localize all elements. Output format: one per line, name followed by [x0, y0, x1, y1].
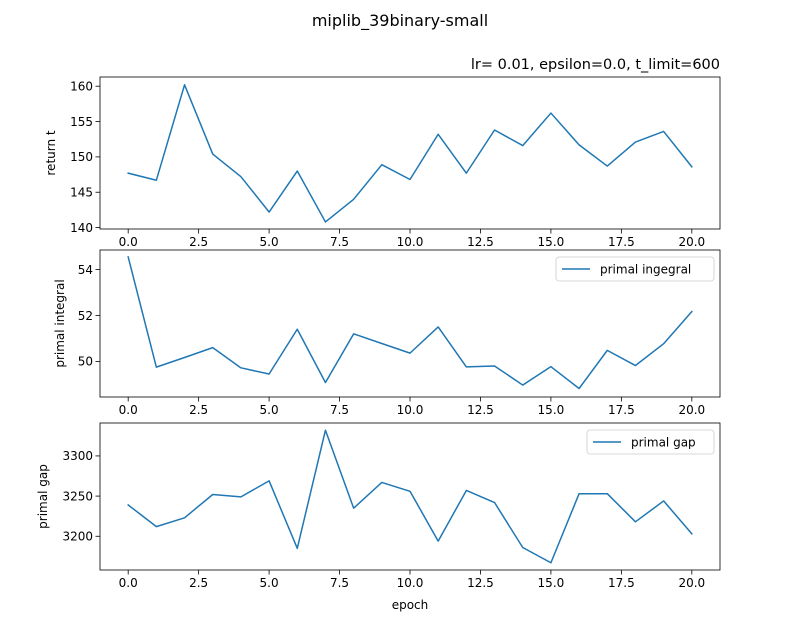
x-tick-label: 7.5 — [330, 235, 349, 249]
x-tick-label: 5.0 — [260, 576, 279, 590]
y-tick-label: 3300 — [62, 449, 93, 463]
x-tick-label: 17.5 — [608, 403, 635, 417]
y-tick-label: 160 — [70, 79, 93, 93]
y-tick-label: 54 — [78, 263, 93, 277]
x-axis-label: epoch — [392, 598, 429, 612]
x-tick-label: 17.5 — [608, 576, 635, 590]
y-tick-label: 145 — [70, 186, 93, 200]
legend-box — [555, 256, 715, 282]
y-tick-label: 140 — [70, 221, 93, 235]
legend-label: primal ingegral — [600, 263, 691, 277]
x-tick-label: 2.5 — [189, 403, 208, 417]
y-axis-label: primal gap — [36, 464, 50, 529]
x-tick-label: 15.0 — [538, 235, 565, 249]
y-tick-label: 52 — [78, 309, 93, 323]
series-line-series-0 — [127, 84, 693, 223]
legend-box — [586, 429, 715, 455]
x-tick-label: 2.5 — [189, 235, 208, 249]
x-tick-label: 0.0 — [119, 576, 138, 590]
x-tick-label: 5.0 — [260, 235, 279, 249]
subplot-primal-integral: 0.0 2.5 5.0 7.5 10.0 12.5 15.0 17.5 20.0 50 52 54 pr… — [53, 249, 721, 417]
x-tick-label: 17.5 — [608, 235, 635, 249]
y-tick-label: 3250 — [62, 489, 93, 503]
x-tick-label: 0.0 — [119, 235, 138, 249]
x-tick-label: 20.0 — [678, 235, 705, 249]
y-tick-label: 155 — [70, 115, 93, 129]
y-axis-label: primal integral — [53, 279, 67, 367]
x-tick-label: 10.0 — [397, 403, 424, 417]
axes-title: lr= 0.01, epsilon=0.0, t_limit=600 — [471, 57, 720, 73]
subplot-primal-gap: 0.0 2.5 5.0 7.5 10.0 12.5 15.0 17.5 20.0 3200 3250… — [36, 422, 721, 612]
x-tick-label: 12.5 — [467, 403, 494, 417]
figure-suptitle: miplib_39binary-small — [312, 11, 488, 31]
legend-label: primal gap — [631, 436, 696, 450]
x-tick-label: 0.0 — [119, 403, 138, 417]
x-tick-label: 2.5 — [189, 576, 208, 590]
x-tick-label: 10.0 — [397, 576, 424, 590]
y-tick-label: 3200 — [62, 530, 93, 544]
x-tick-label: 20.0 — [678, 403, 705, 417]
y-tick-label: 150 — [70, 150, 93, 164]
y-tick-label: 50 — [78, 355, 93, 369]
x-tick-label: 12.5 — [467, 235, 494, 249]
x-tick-label: 5.0 — [260, 403, 279, 417]
x-tick-label: 20.0 — [678, 576, 705, 590]
series-line-primal-ingegral — [127, 255, 693, 390]
x-tick-label: 10.0 — [397, 235, 424, 249]
subplot-return-t: 0.0 2.5 5.0 7.5 10.0 12.5 15.0 17.5 20.0 140 145 15… — [44, 57, 721, 249]
x-tick-label: 15.0 — [538, 576, 565, 590]
x-tick-label: 7.5 — [330, 576, 349, 590]
x-tick-label: 12.5 — [467, 576, 494, 590]
series-line-primal-gap — [127, 429, 693, 564]
x-tick-label: 7.5 — [330, 403, 349, 417]
x-tick-label: 15.0 — [538, 403, 565, 417]
y-axis-label: return t — [44, 130, 58, 176]
